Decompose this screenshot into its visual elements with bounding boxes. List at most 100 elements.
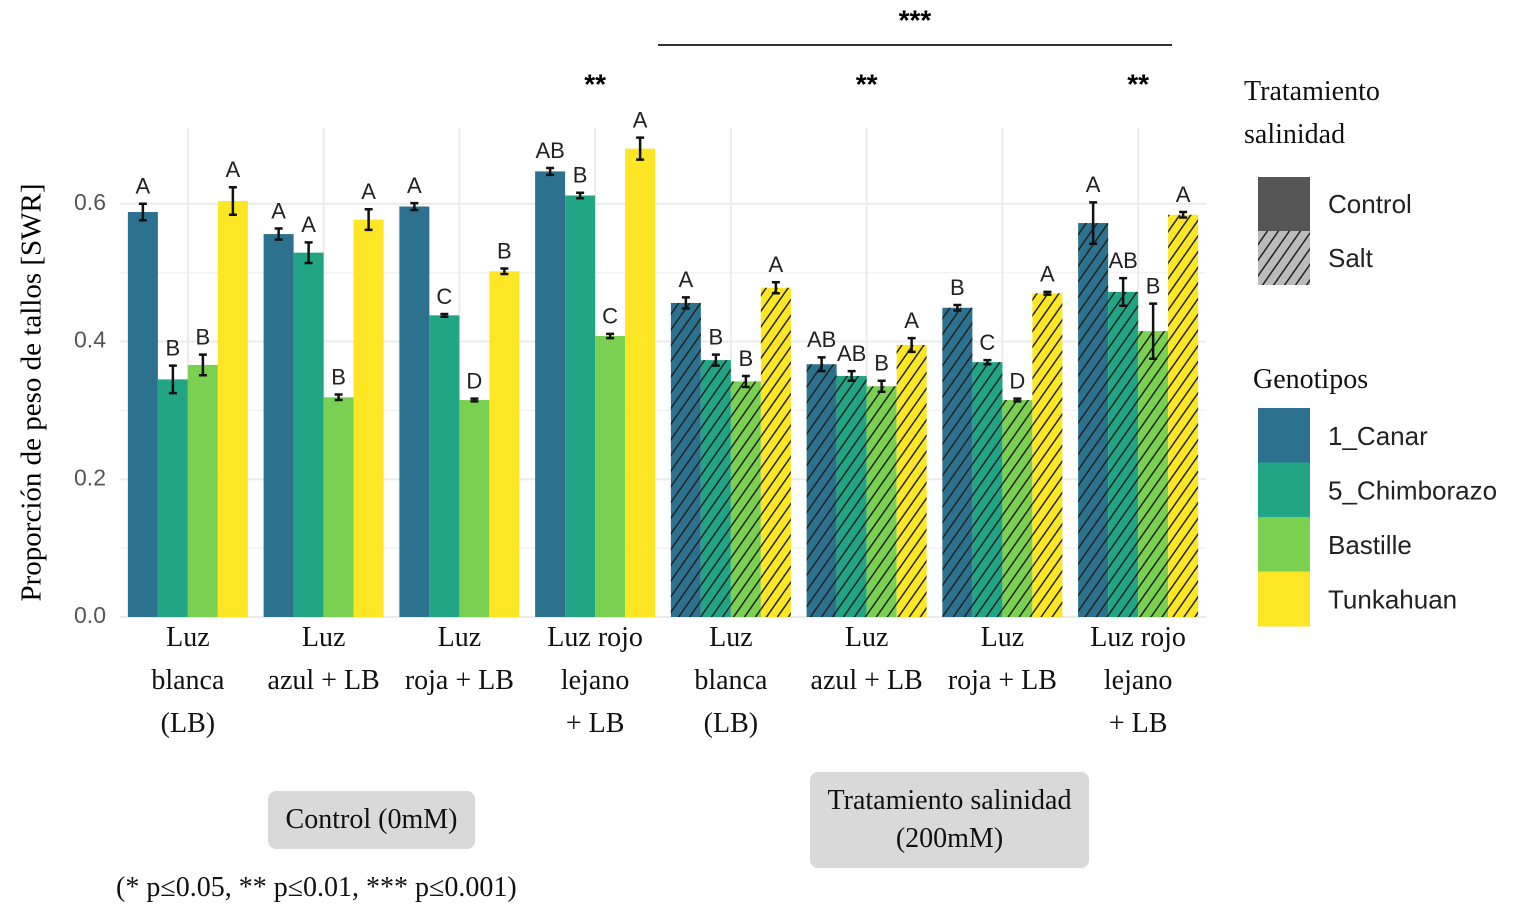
error-bar [440, 312, 449, 318]
letter-label: B [739, 346, 754, 371]
error-bar [636, 136, 645, 161]
bar-hatch [760, 287, 791, 617]
treatment-label: Control (0mM) [267, 791, 476, 849]
error-bar [304, 241, 313, 265]
significance-label: ** [584, 68, 606, 99]
significance-label: ** [856, 68, 878, 99]
legend-key [1258, 177, 1310, 231]
error-bar [983, 358, 992, 366]
legend-label: Tunkahuan [1328, 584, 1457, 614]
error-bar [334, 393, 343, 402]
letter-label: B [196, 324, 211, 349]
legend-label: Control [1328, 189, 1412, 219]
letter-label: D [466, 368, 482, 393]
legend-key-hatch [1258, 231, 1310, 285]
bar-hatch [1002, 400, 1033, 617]
error-bar [1043, 290, 1052, 296]
legend-key [1258, 517, 1310, 572]
y-tick-label: 0.2 [74, 464, 106, 490]
bar [535, 171, 566, 617]
letter-label: A [769, 252, 784, 277]
letter-label: B [1146, 273, 1161, 298]
bar-hatch [942, 307, 973, 617]
bar [217, 201, 248, 618]
bar-hatch [670, 302, 701, 617]
letter-label: A [633, 107, 648, 132]
bar-hatch [730, 381, 761, 617]
x-tick-label: Luz azul + LB [267, 622, 380, 696]
y-tick-label: 0.4 [74, 327, 106, 353]
bar [565, 195, 596, 617]
letter-label: B [573, 163, 588, 188]
footnote: (* p≤0.05, ** p≤0.01, *** p≤0.001) [116, 872, 517, 903]
legend-key [1258, 462, 1310, 518]
letter-label: AB [837, 341, 866, 366]
letter-label: B [166, 335, 181, 360]
bar [263, 234, 294, 617]
letter-label: A [136, 174, 151, 199]
legend-title: Tratamiento salinidad [1244, 76, 1380, 150]
bar [293, 252, 324, 617]
bar [187, 364, 218, 617]
treatment-label: Tratamiento salinidad (200mM) [809, 772, 1090, 868]
bar [459, 400, 490, 617]
legend-label: 1_Canar [1328, 421, 1428, 451]
bar-hatch [1032, 293, 1063, 617]
error-bar [1089, 201, 1098, 245]
y-tick-label: 0.6 [74, 189, 106, 215]
x-tick-label: Luz roja + LB [404, 622, 514, 696]
bar [429, 315, 460, 617]
bar [625, 148, 656, 617]
error-bar [606, 332, 615, 340]
error-bar [953, 303, 962, 312]
letter-label: A [407, 173, 422, 198]
letter-label: B [874, 351, 889, 376]
bar [323, 397, 354, 617]
bar [157, 379, 188, 617]
letter-label: A [904, 308, 919, 333]
error-bar [274, 227, 283, 241]
letter-label: B [950, 275, 965, 300]
error-bar [877, 379, 886, 394]
y-tick-label: 0.0 [74, 602, 106, 628]
error-bar [198, 353, 207, 377]
letter-label: A [271, 198, 286, 223]
bar [399, 206, 430, 617]
letter-label: AB [807, 327, 836, 352]
legend-label: Bastille [1328, 530, 1412, 560]
error-bar [410, 201, 419, 212]
letter-label: A [1176, 182, 1191, 207]
bar-hatch [866, 386, 897, 617]
error-bar [576, 191, 585, 200]
significance-label: *** [899, 4, 932, 35]
letter-label: B [709, 324, 724, 349]
error-bar [771, 281, 780, 295]
error-bar [1119, 276, 1128, 307]
bar-hatch [1168, 214, 1199, 618]
error-bar [847, 369, 856, 383]
error-bar [500, 267, 509, 276]
bar-hatch [1108, 291, 1139, 617]
legend-key [1258, 408, 1310, 463]
bar-hatch [700, 360, 731, 617]
letter-label: AB [1108, 248, 1137, 273]
legend-label: Salt [1328, 243, 1374, 273]
error-bar [907, 336, 916, 354]
bar-hatch [806, 364, 837, 617]
letter-label: C [436, 284, 452, 309]
error-bar [1149, 302, 1158, 360]
error-bar [1013, 397, 1022, 403]
x-tick-label: Luz rojo lejano + LB [547, 622, 643, 739]
letter-label: A [1086, 172, 1101, 197]
bar-hatch [972, 362, 1003, 617]
legend-key [1258, 571, 1310, 627]
x-tick-label: Luz roja + LB [947, 622, 1057, 696]
bar-hatch [1078, 223, 1109, 617]
error-bar [364, 208, 373, 232]
error-bar [228, 185, 237, 217]
bar [489, 271, 520, 617]
error-bar [138, 202, 147, 222]
letter-label: C [602, 304, 618, 329]
